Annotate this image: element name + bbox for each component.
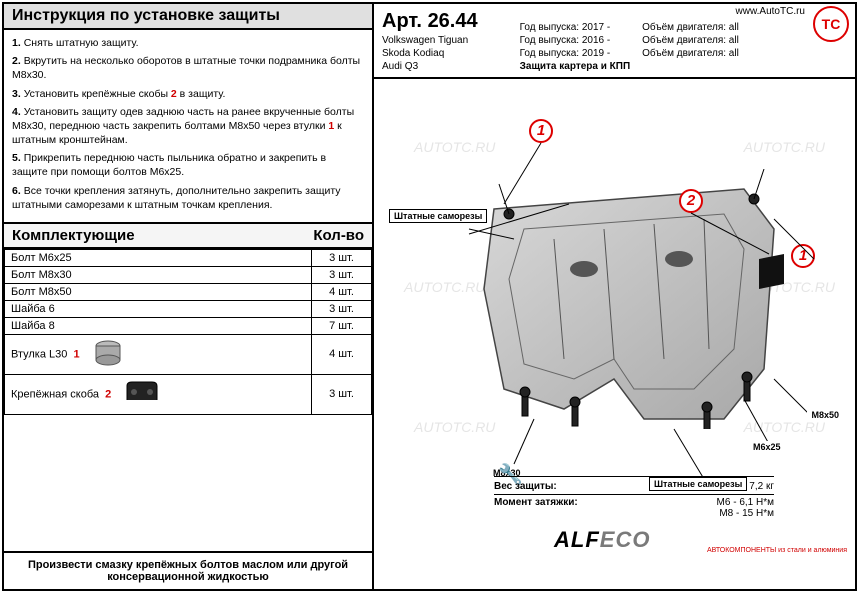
instruction-step: 4. Установить защиту одев заднюю часть н… xyxy=(12,105,364,148)
instruction-step: 2. Вкрутить на несколько оборотов в штат… xyxy=(12,54,364,82)
table-row: Крепёжная скоба 2 3 шт. xyxy=(5,374,372,414)
callout-2: 2 xyxy=(679,189,703,213)
components-qty-title: Кол-во xyxy=(313,227,364,244)
components-title: Комплектующие xyxy=(12,227,135,244)
table-row: Шайба 63 шт. xyxy=(5,300,372,317)
table-row: Втулка L30 1 4 шт. xyxy=(5,334,372,374)
label-screws: Штатные саморезы xyxy=(389,209,487,223)
label-m6x25: М6х25 xyxy=(749,441,785,453)
table-row: Шайба 87 шт. xyxy=(5,317,372,334)
diagram-area: AUTOTC.RU AUTOTC.RU AUTOTC.RU AUTOTC.RU … xyxy=(374,79,855,559)
instruction-step: 6. Все точки крепления затянуть, дополни… xyxy=(12,184,364,212)
table-row: Болт М6х253 шт. xyxy=(5,249,372,266)
instructions-title: Инструкция по установке защиты xyxy=(4,4,372,30)
watermark: AUTOTC.RU xyxy=(744,139,825,155)
logo-subtitle: АВТОКОМПОНЕНТЫ из стали и алюминия xyxy=(707,547,847,555)
year-info: Год выпуска: 2017 - Год выпуска: 2016 - … xyxy=(520,8,631,73)
specs-block: Вес защиты:7,2 кг Момент затяжки:М6 - 6,… xyxy=(494,476,774,519)
label-m8x50: М8х50 xyxy=(807,409,843,421)
components-table: Болт М6х253 шт. Болт М8х303 шт. Болт М8х… xyxy=(4,249,372,415)
callout-1: 1 xyxy=(791,244,815,268)
instructions-block: 1. Снять штатную защиту. 2. Вкрутить на … xyxy=(4,30,372,224)
components-header: Комплектующие Кол-во xyxy=(4,224,372,249)
watermark: AUTOTC.RU xyxy=(414,139,495,155)
alfeco-logo: ALFECO xyxy=(554,527,650,553)
right-column: Арт. 26.44 Volkswagen Tiguan Skoda Kodia… xyxy=(374,4,855,589)
instruction-step: 1. Снять штатную защиту. xyxy=(12,36,364,50)
bracket-icon xyxy=(122,378,162,411)
skid-plate-diagram xyxy=(464,169,784,429)
callout-1: 1 xyxy=(529,119,553,143)
header-info: Арт. 26.44 Volkswagen Tiguan Skoda Kodia… xyxy=(374,4,855,79)
table-row: Болт М8х303 шт. xyxy=(5,266,372,283)
footer-note: Произвести смазку крепёжных болтов масло… xyxy=(4,551,372,589)
tc-logo-icon: TC xyxy=(813,6,849,42)
page-frame: Инструкция по установке защиты 1. Снять … xyxy=(2,2,857,591)
instruction-step: 3. Установить крепёжные скобы 2 в защиту… xyxy=(12,87,364,101)
left-column: Инструкция по установке защиты 1. Снять … xyxy=(4,4,374,589)
bushing-icon xyxy=(91,338,125,371)
table-row: Болт М8х504 шт. xyxy=(5,283,372,300)
instruction-step: 5. Прикрепить переднюю часть пыльника об… xyxy=(12,151,364,179)
site-url: www.AutoTC.ru xyxy=(736,6,805,17)
engine-info: Объём двигателя: all Объём двигателя: al… xyxy=(642,8,739,73)
art-number: Арт. 26.44 Volkswagen Tiguan Skoda Kodia… xyxy=(382,8,478,73)
